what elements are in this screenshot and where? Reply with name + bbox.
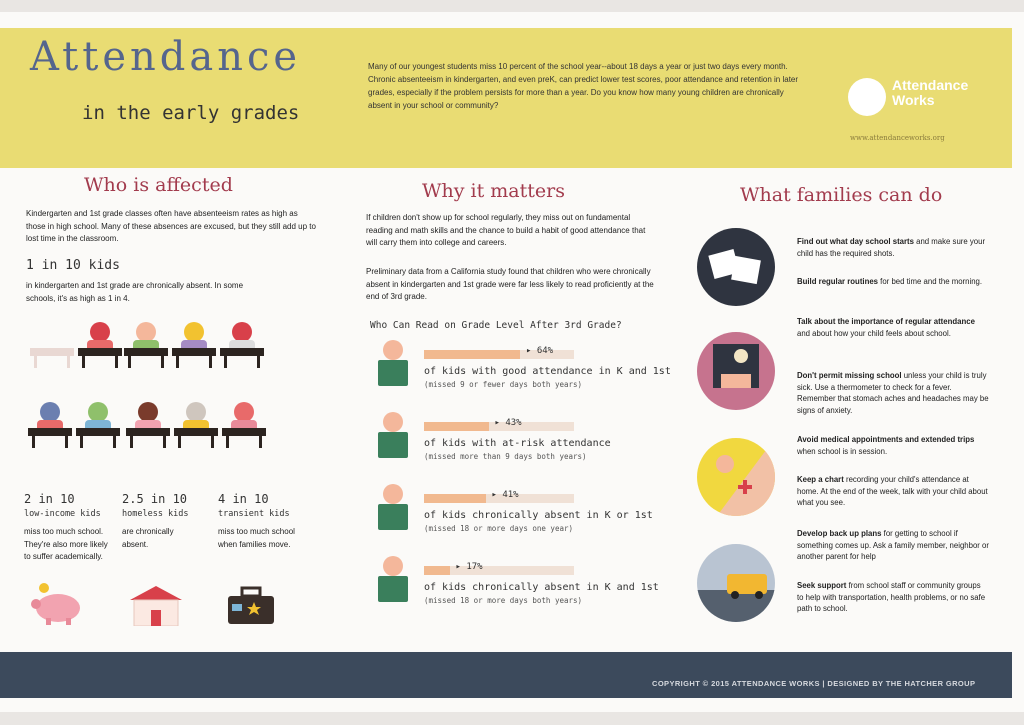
student-at-desk <box>76 402 120 448</box>
attendance-works-logo: Attendance Works www.attendanceworks.org <box>848 72 978 152</box>
school-bus-circle-icon <box>697 544 775 622</box>
family-tip-text: unless your child is truly sick. Use a t… <box>797 371 989 415</box>
student-at-desk <box>174 402 218 448</box>
family-tip-bold: Don't permit missing school <box>797 371 902 380</box>
chart-row: ▸ 17% of kids chronically absent in K and… <box>372 556 672 626</box>
chart-bar-track <box>424 350 574 359</box>
why-heading: Why it matters <box>422 180 565 202</box>
thermometer-circle-icon <box>697 438 775 516</box>
logo-name: Attendance Works <box>892 77 969 108</box>
chart-category-sublabel: (missed more than 9 days both years) <box>424 452 587 461</box>
chart-value-label: ▸ 41% <box>491 490 519 500</box>
family-tip-bold: Talk about the importance of regular att… <box>797 317 975 326</box>
stat-value-low-income: 2 in 10 <box>24 492 75 506</box>
reading-kid-icon <box>378 556 408 606</box>
chart-category-label: of kids with good attendance in K and 1s… <box>424 366 671 377</box>
family-tip-bold: Develop back up plans <box>797 529 882 538</box>
student-at-desk <box>220 322 264 368</box>
chart-value-label: ▸ 64% <box>526 346 554 356</box>
student-at-desk <box>172 322 216 368</box>
chart-row: ▸ 41% of kids chronically absent in K or … <box>372 484 672 554</box>
reading-kid-icon <box>378 484 408 534</box>
stat-value-transient: 4 in 10 <box>218 492 269 506</box>
why-para2: Preliminary data from a California study… <box>366 267 654 301</box>
student-at-desk <box>124 322 168 368</box>
house-icon <box>130 586 182 626</box>
chart-bar <box>424 350 520 359</box>
family-tip-bold: Keep a chart <box>797 475 844 484</box>
chart-bar <box>424 422 489 431</box>
calendar-circle-icon <box>697 228 775 306</box>
page-title: Attendance <box>30 34 302 80</box>
student-at-desk <box>222 402 266 448</box>
family-tip-text: for bed time and the morning. <box>878 277 983 286</box>
stat-label-transient: transient kids <box>218 509 290 519</box>
family-tip-text: from school staff or community groups to… <box>797 581 986 613</box>
who-para: Kindergarten and 1st grade classes often… <box>26 209 316 243</box>
family-tip: Seek support from school staff or commun… <box>797 580 989 615</box>
chart-category-label: of kids with at-risk attendance <box>424 438 611 449</box>
family-tip: Keep a chart recording your child's atte… <box>797 474 989 509</box>
chart-row: ▸ 43% of kids with at-risk attendance (mis… <box>372 412 672 482</box>
chart-bar-track <box>424 422 574 431</box>
who-heading: Who is affected <box>84 174 233 196</box>
chart-row: ▸ 64% of kids with good attendance in K a… <box>372 340 672 410</box>
suitcase-icon <box>228 586 274 624</box>
logo-url: www.attendanceworks.org <box>850 134 945 142</box>
stat-desc-transient: miss too much school when families move. <box>218 527 295 549</box>
apple-icon <box>848 78 886 116</box>
header-banner <box>0 28 1012 168</box>
chart-bar-track <box>424 494 574 503</box>
chart-category-sublabel: (missed 18 or more days both years) <box>424 596 583 605</box>
chart-bar-track <box>424 566 574 575</box>
copyright: COPYRIGHT © 2015 ATTENDANCE WORKS | DESI… <box>652 679 976 688</box>
stat-label-homeless: homeless kids <box>122 509 189 519</box>
family-tip: Avoid medical appointments and extended … <box>797 434 989 457</box>
who-stat-text: in kindergarten and 1st grade are chroni… <box>26 281 244 303</box>
chart-value-label: ▸ 43% <box>494 418 522 428</box>
family-tip-text: for getting to school if something comes… <box>797 529 989 561</box>
family-tip-text: and about how your child feels about sch… <box>797 328 951 338</box>
chart-category-sublabel: (missed 9 or fewer days both years) <box>424 380 583 389</box>
family-tip-text: and make sure your child has the require… <box>797 237 986 258</box>
chart-category-label: of kids chronically absent in K or 1st <box>424 510 653 521</box>
stat-value-homeless: 2.5 in 10 <box>122 492 188 506</box>
chart-category-sublabel: (missed 18 or more days one year) <box>424 524 574 533</box>
family-tip: Talk about the importance of regular att… <box>797 316 989 339</box>
families-heading: What families can do <box>740 184 943 206</box>
page-subtitle: in the early grades <box>82 102 300 124</box>
student-at-desk <box>78 322 122 368</box>
who-stat-big: 1 in 10 kids <box>26 258 120 273</box>
family-tip-bold: Avoid medical appointments and extended … <box>797 435 975 444</box>
family-tip-bold: Seek support <box>797 581 847 590</box>
family-tip: Don't permit missing school unless your … <box>797 370 989 416</box>
family-tip: Find out what day school starts and make… <box>797 236 989 259</box>
family-tip-bold: Build regular routines <box>797 277 879 286</box>
chart-category-label: of kids chronically absent in K and 1st <box>424 582 659 593</box>
family-tip-text: when school is in session. <box>797 446 888 456</box>
reading-kid-icon <box>378 340 408 390</box>
stat-desc-low-income: miss too much school. They're also more … <box>24 527 108 561</box>
family-tip-text: recording your child's attendance at hom… <box>797 475 988 507</box>
chart-title: Who Can Read on Grade Level After 3rd Gr… <box>370 320 622 331</box>
chart-bar <box>424 494 486 503</box>
student-at-desk <box>126 402 170 448</box>
chart-value-label: ▸ 17% <box>455 562 483 572</box>
stat-desc-homeless: are chronically absent. <box>122 527 174 549</box>
family-tip: Build regular routines for bed time and … <box>797 276 989 288</box>
intro-text: Many of our youngest students miss 10 pe… <box>368 62 799 110</box>
bedtime-circle-icon <box>697 332 775 410</box>
family-tip-bold: Find out what day school starts <box>797 237 914 246</box>
stat-label-low-income: low-income kids <box>24 509 101 519</box>
footer-bar <box>0 652 1012 698</box>
piggy-bank-icon <box>31 583 80 625</box>
family-tip: Develop back up plans for getting to sch… <box>797 528 989 563</box>
student-at-desk <box>28 402 72 448</box>
why-para1: If children don't show up for school reg… <box>366 213 646 247</box>
empty-desk <box>30 322 74 368</box>
reading-kid-icon <box>378 412 408 462</box>
chart-bar <box>424 566 450 575</box>
